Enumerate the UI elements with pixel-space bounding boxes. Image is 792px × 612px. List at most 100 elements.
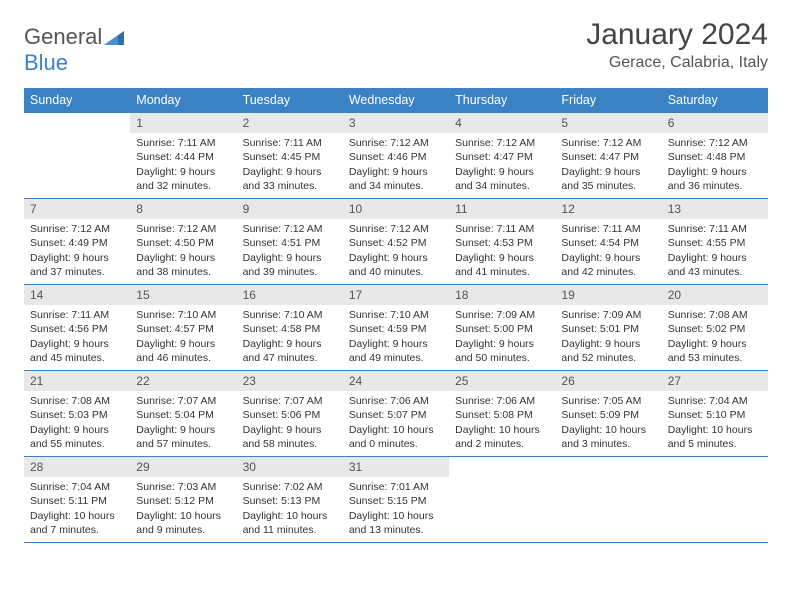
calendar-cell: 9Sunrise: 7:12 AMSunset: 4:51 PMDaylight… [237, 199, 343, 285]
calendar-cell: 11Sunrise: 7:11 AMSunset: 4:53 PMDayligh… [449, 199, 555, 285]
sunset-text: Sunset: 4:44 PM [136, 150, 230, 164]
day-number: 1 [130, 113, 236, 133]
sunrise-text: Sunrise: 7:12 AM [243, 222, 337, 236]
day-number: 23 [237, 371, 343, 391]
calendar-cell: 15Sunrise: 7:10 AMSunset: 4:57 PMDayligh… [130, 285, 236, 371]
sunrise-text: Sunrise: 7:11 AM [243, 136, 337, 150]
daylight-text: Daylight: 9 hours and 33 minutes. [243, 165, 337, 193]
day-number: 16 [237, 285, 343, 305]
calendar-header: Sunday Monday Tuesday Wednesday Thursday… [24, 88, 768, 113]
sunrise-text: Sunrise: 7:07 AM [136, 394, 230, 408]
weekday-sunday: Sunday [24, 88, 130, 113]
page-title: January 2024 [586, 18, 768, 52]
day-content: Sunrise: 7:09 AMSunset: 5:00 PMDaylight:… [449, 305, 555, 368]
sunset-text: Sunset: 4:59 PM [349, 322, 443, 336]
day-content: Sunrise: 7:12 AMSunset: 4:47 PMDaylight:… [449, 133, 555, 196]
daylight-text: Daylight: 9 hours and 41 minutes. [455, 251, 549, 279]
logo-blue: Blue [24, 50, 68, 75]
logo: General Blue [24, 18, 124, 76]
calendar-cell: 30Sunrise: 7:02 AMSunset: 5:13 PMDayligh… [237, 457, 343, 543]
sunset-text: Sunset: 5:03 PM [30, 408, 124, 422]
sunrise-text: Sunrise: 7:10 AM [349, 308, 443, 322]
sunrise-text: Sunrise: 7:08 AM [668, 308, 762, 322]
logo-general: General [24, 24, 102, 49]
day-content: Sunrise: 7:08 AMSunset: 5:03 PMDaylight:… [24, 391, 130, 454]
weekday-wednesday: Wednesday [343, 88, 449, 113]
sunrise-text: Sunrise: 7:02 AM [243, 480, 337, 494]
calendar-cell: 16Sunrise: 7:10 AMSunset: 4:58 PMDayligh… [237, 285, 343, 371]
daylight-text: Daylight: 9 hours and 40 minutes. [349, 251, 443, 279]
sunrise-text: Sunrise: 7:10 AM [136, 308, 230, 322]
sunrise-text: Sunrise: 7:09 AM [455, 308, 549, 322]
calendar-row: 14Sunrise: 7:11 AMSunset: 4:56 PMDayligh… [24, 285, 768, 371]
sunset-text: Sunset: 5:06 PM [243, 408, 337, 422]
day-content: Sunrise: 7:10 AMSunset: 4:57 PMDaylight:… [130, 305, 236, 368]
day-content: Sunrise: 7:01 AMSunset: 5:15 PMDaylight:… [343, 477, 449, 540]
daylight-text: Daylight: 9 hours and 34 minutes. [455, 165, 549, 193]
sunset-text: Sunset: 4:55 PM [668, 236, 762, 250]
calendar-cell: 25Sunrise: 7:06 AMSunset: 5:08 PMDayligh… [449, 371, 555, 457]
daylight-text: Daylight: 9 hours and 35 minutes. [561, 165, 655, 193]
day-number: 8 [130, 199, 236, 219]
day-content: Sunrise: 7:10 AMSunset: 4:59 PMDaylight:… [343, 305, 449, 368]
sunset-text: Sunset: 4:45 PM [243, 150, 337, 164]
day-content: Sunrise: 7:11 AMSunset: 4:45 PMDaylight:… [237, 133, 343, 196]
sunrise-text: Sunrise: 7:01 AM [349, 480, 443, 494]
calendar-cell: 29Sunrise: 7:03 AMSunset: 5:12 PMDayligh… [130, 457, 236, 543]
calendar-cell: 24Sunrise: 7:06 AMSunset: 5:07 PMDayligh… [343, 371, 449, 457]
daylight-text: Daylight: 9 hours and 34 minutes. [349, 165, 443, 193]
sunset-text: Sunset: 5:13 PM [243, 494, 337, 508]
day-number: 29 [130, 457, 236, 477]
sunset-text: Sunset: 4:53 PM [455, 236, 549, 250]
daylight-text: Daylight: 9 hours and 32 minutes. [136, 165, 230, 193]
sunset-text: Sunset: 4:49 PM [30, 236, 124, 250]
weekday-saturday: Saturday [662, 88, 768, 113]
day-number: 17 [343, 285, 449, 305]
day-number: 26 [555, 371, 661, 391]
daylight-text: Daylight: 10 hours and 3 minutes. [561, 423, 655, 451]
daylight-text: Daylight: 9 hours and 36 minutes. [668, 165, 762, 193]
sunset-text: Sunset: 4:58 PM [243, 322, 337, 336]
calendar-cell: 23Sunrise: 7:07 AMSunset: 5:06 PMDayligh… [237, 371, 343, 457]
day-number: 31 [343, 457, 449, 477]
day-content: Sunrise: 7:07 AMSunset: 5:06 PMDaylight:… [237, 391, 343, 454]
day-number: 4 [449, 113, 555, 133]
calendar-cell: 10Sunrise: 7:12 AMSunset: 4:52 PMDayligh… [343, 199, 449, 285]
day-number: 2 [237, 113, 343, 133]
sunrise-text: Sunrise: 7:11 AM [30, 308, 124, 322]
day-content: Sunrise: 7:12 AMSunset: 4:51 PMDaylight:… [237, 219, 343, 282]
calendar-cell: 19Sunrise: 7:09 AMSunset: 5:01 PMDayligh… [555, 285, 661, 371]
calendar-cell: 2Sunrise: 7:11 AMSunset: 4:45 PMDaylight… [237, 113, 343, 199]
day-content: Sunrise: 7:12 AMSunset: 4:49 PMDaylight:… [24, 219, 130, 282]
daylight-text: Daylight: 9 hours and 38 minutes. [136, 251, 230, 279]
sunset-text: Sunset: 5:01 PM [561, 322, 655, 336]
calendar-cell: 20Sunrise: 7:08 AMSunset: 5:02 PMDayligh… [662, 285, 768, 371]
sunset-text: Sunset: 5:10 PM [668, 408, 762, 422]
sunrise-text: Sunrise: 7:12 AM [349, 136, 443, 150]
day-number: 7 [24, 199, 130, 219]
day-content: Sunrise: 7:03 AMSunset: 5:12 PMDaylight:… [130, 477, 236, 540]
day-number: 15 [130, 285, 236, 305]
day-number: 25 [449, 371, 555, 391]
sunrise-text: Sunrise: 7:11 AM [668, 222, 762, 236]
calendar-cell: 14Sunrise: 7:11 AMSunset: 4:56 PMDayligh… [24, 285, 130, 371]
daylight-text: Daylight: 9 hours and 45 minutes. [30, 337, 124, 365]
calendar-cell [24, 113, 130, 199]
daylight-text: Daylight: 9 hours and 42 minutes. [561, 251, 655, 279]
daylight-text: Daylight: 10 hours and 5 minutes. [668, 423, 762, 451]
sunset-text: Sunset: 5:04 PM [136, 408, 230, 422]
daylight-text: Daylight: 9 hours and 39 minutes. [243, 251, 337, 279]
day-number: 18 [449, 285, 555, 305]
day-content: Sunrise: 7:12 AMSunset: 4:47 PMDaylight:… [555, 133, 661, 196]
daylight-text: Daylight: 10 hours and 9 minutes. [136, 509, 230, 537]
day-number: 30 [237, 457, 343, 477]
sunset-text: Sunset: 4:51 PM [243, 236, 337, 250]
day-number: 3 [343, 113, 449, 133]
title-block: January 2024 Gerace, Calabria, Italy [586, 18, 768, 72]
day-number: 5 [555, 113, 661, 133]
daylight-text: Daylight: 10 hours and 13 minutes. [349, 509, 443, 537]
sunset-text: Sunset: 5:02 PM [668, 322, 762, 336]
day-number: 24 [343, 371, 449, 391]
sunset-text: Sunset: 5:12 PM [136, 494, 230, 508]
daylight-text: Daylight: 9 hours and 47 minutes. [243, 337, 337, 365]
